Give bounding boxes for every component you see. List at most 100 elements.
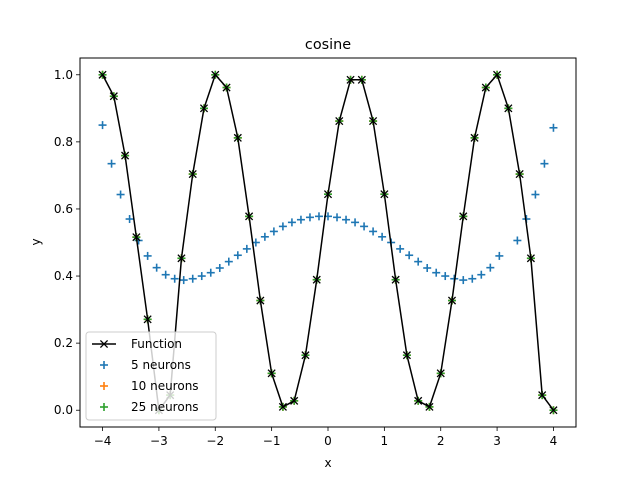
5-neurons-point [423,263,432,272]
y-tick-label: 0.6 [54,202,73,216]
y-tick-label: 1.0 [54,68,73,82]
legend-marker [100,403,108,411]
x-stroke-2 [177,254,186,263]
x-stroke-2 [538,391,547,400]
function-point [256,296,265,305]
5-neurons-point [486,263,495,272]
function-point [436,369,445,378]
function-point [98,70,107,79]
function-point [211,70,220,79]
function-point [414,396,423,405]
5-neurons-point [369,227,378,236]
5-neurons-point [179,276,188,285]
x-stroke-2 [245,212,254,221]
x-tick-label: −2 [206,434,224,448]
function-point [380,190,389,199]
5-neurons-point [351,218,360,227]
function-point [493,70,502,79]
x-tick-label: 3 [493,434,501,448]
5-neurons-point [215,263,224,272]
x-stroke-2 [346,75,355,84]
5-neurons-point [287,218,296,227]
function-point [301,351,310,360]
5-neurons-point [98,121,107,130]
x-stroke-2 [143,315,152,324]
legend-box [85,331,217,421]
x-stroke-2 [188,170,197,179]
5-neurons-point [296,215,305,224]
x-axis: −4 −3 −2 −1 0 1 2 3 4 [94,427,558,448]
5-neurons-point [513,236,522,245]
function-point [357,75,366,84]
legend-label: Function [131,337,182,351]
function-point [470,133,479,142]
5-neurons-point [360,222,369,231]
x-stroke-2 [447,296,457,305]
function-point [121,151,130,160]
chart-title: cosine [305,37,351,53]
function-point [222,83,231,92]
5-neurons-point [188,274,197,283]
5-neurons-point [540,159,549,168]
legend-item: 10 neurons [100,379,199,393]
x-stroke-2 [470,133,479,142]
5-neurons-point [305,213,314,222]
function-point [481,83,490,92]
x-stroke-2 [290,396,299,405]
legend-label: 5 neurons [131,358,191,372]
function-point [549,406,558,415]
function-point [526,254,535,263]
y-tick-label: 0.0 [54,403,73,417]
x-stroke-2 [425,402,434,411]
5-neurons-point [441,272,450,281]
legend-marker [99,339,109,349]
5-neurons-point [468,274,477,283]
function-point [323,190,333,199]
5-neurons-point [314,212,323,221]
x-stroke-2 [222,83,231,92]
x-stroke-2 [109,92,118,101]
x-tick-label: 4 [550,434,558,448]
legend-item: 5 neurons [100,358,191,372]
5-neurons-point [333,213,342,222]
x-stroke-2 [436,369,445,378]
function-point [504,104,513,113]
x-stroke-2 [323,190,333,199]
x-stroke-2 [391,275,400,284]
5-neurons-point [116,190,125,199]
legend-marker [100,361,108,369]
function-point [425,402,434,411]
function-point [447,296,457,305]
x-stroke-2 [233,133,242,142]
5-neurons-point [405,251,414,260]
x-stroke-2 [256,296,265,305]
5-neurons-point [278,222,287,231]
x-tick-label: −4 [94,434,112,448]
function-point [245,212,254,221]
5-neurons-point [378,232,387,241]
y-tick-label: 0.2 [54,336,73,350]
y-axis-label: y [29,238,43,245]
x-stroke-2 [515,170,524,179]
5-neurons-point [143,251,152,260]
5-neurons-point [459,276,468,285]
x-stroke-2 [504,104,513,113]
5-neurons-point [432,268,441,277]
x-stroke-2 [414,396,423,405]
x-tick-label: 2 [437,434,445,448]
function-point [391,275,400,284]
5-neurons-point [414,257,423,266]
legend-label: 25 neurons [131,400,199,414]
function-point [538,391,547,400]
function-point [402,351,411,360]
5-neurons-point [477,270,486,279]
5-neurons-point [531,190,540,199]
x-stroke-2 [481,83,490,92]
legend-item: 25 neurons [100,400,199,414]
x-stroke-2 [380,190,389,199]
function-point [233,133,242,142]
5-neurons-point [269,227,278,236]
5-neurons-point [170,274,179,283]
5-neurons-point [242,244,251,253]
